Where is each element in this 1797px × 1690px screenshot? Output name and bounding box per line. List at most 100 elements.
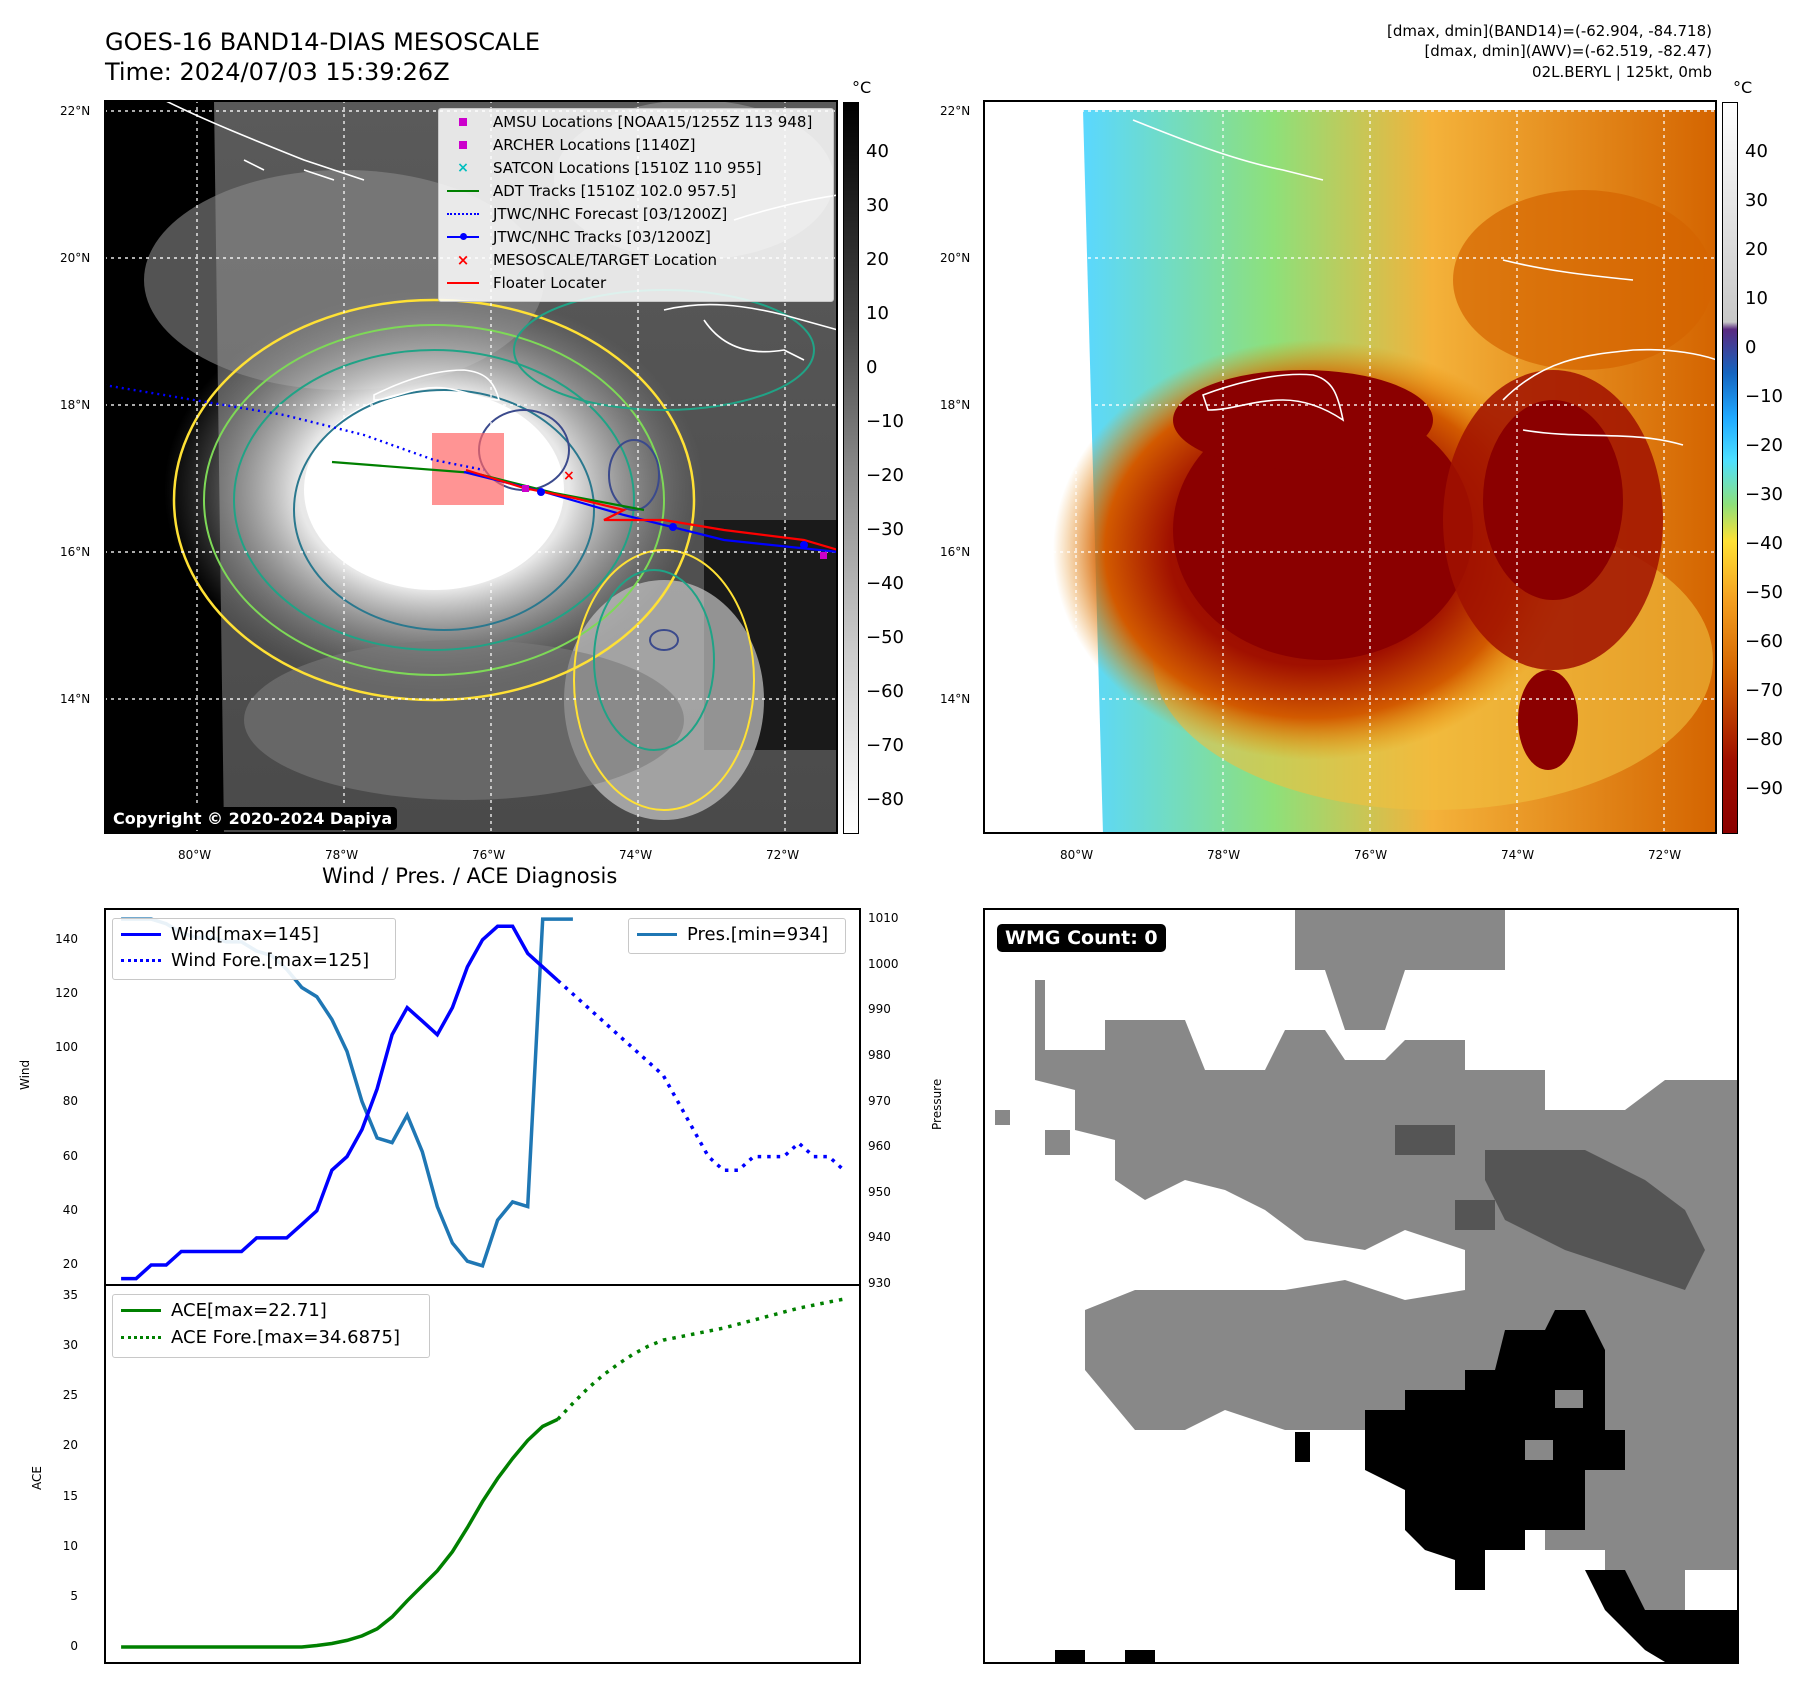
figure-time: Time: 2024/07/03 15:39:26Z [105,58,450,86]
ir-map-panel: × AMSU Locations [NOAA15/1255Z 113 948] … [104,100,838,834]
wind-axis-tick: 100 [55,1040,78,1055]
awv-colorbar-tick: −60 [1745,631,1783,652]
legend-pressure: Pres.[min=934] [637,924,828,945]
awv-colorbar-tick: 20 [1745,239,1768,260]
ir-lat-label: 22°N [60,104,91,118]
pressure-axis-tick: 970 [868,1093,891,1108]
diagnosis-panel [104,908,861,1664]
info-band14-range: [dmax, dmin](BAND14)=(-62.904, -84.718) [1387,22,1712,40]
ace-axis-tick: 15 [62,1488,78,1503]
wind-axis-tick: 60 [62,1148,78,1163]
diagnosis-title: Wind / Pres. / ACE Diagnosis [322,864,618,888]
awv-colorbar-unit: °C [1733,78,1753,97]
awv-colorbar-tick: −50 [1745,582,1783,603]
legend-jtwc-tracks: JTWC/NHC Tracks [03/1200Z] [447,228,711,246]
pressure-legend: Pres.[min=934] [628,918,846,954]
info-awv-range: [dmax, dmin](AWV)=(-62.519, -82.47) [1424,42,1712,60]
awv-colorbar-tick: −40 [1745,533,1783,554]
copyright-badge: Copyright © 2020-2024 Dapiya [108,807,398,830]
awv-colorbar-tick: −20 [1745,435,1783,456]
ace-axis-tick: 30 [62,1338,78,1353]
awv-colorbar-tick: −80 [1745,729,1783,750]
ir-lat-label: 16°N [60,545,91,559]
pressure-axis-tick: 930 [868,1276,891,1290]
pressure-axis-tick: 950 [868,1184,891,1199]
pressure-axis-tick: 1010 [868,911,899,926]
awv-lon-label: 76°W [1354,848,1388,862]
map-legend: AMSU Locations [NOAA15/1255Z 113 948] AR… [438,108,834,302]
wind-axis-tick: 80 [62,1094,78,1109]
wind-axis-tick: 120 [55,986,78,1000]
awv-colorbar-tick: 30 [1745,190,1768,211]
ir-lat-label: 14°N [60,692,91,706]
awv-colorbar-tick: −30 [1745,484,1783,505]
diagnosis-divider [106,1284,859,1286]
awv-colorbar-tick: −10 [1745,386,1783,407]
awv-lon-label: 72°W [1648,848,1682,862]
pressure-axis-tick: 980 [868,1047,891,1062]
ace-series-line [121,1417,559,1649]
awv-map-image [985,102,1715,832]
legend-ace: ACE[max=22.71] [121,1300,327,1321]
pressure-axis-tick: 990 [868,1002,891,1017]
awv-lat-label: 16°N [940,545,971,559]
ir-colorbar-tick: −10 [866,411,904,432]
legend-archer: ARCHER Locations [1140Z] [447,136,696,154]
awv-colorbar-tick: −70 [1745,680,1783,701]
ir-lat-label: 20°N [60,251,91,265]
ir-colorbar-tick: 0 [866,357,878,378]
ace-legend: ACE[max=22.71] ACE Fore.[max=34.6875] [112,1294,430,1358]
ir-colorbar-tick: −20 [866,465,904,486]
ace-axis-tick: 0 [70,1638,78,1653]
wind-series-line [121,924,559,1281]
ir-colorbar-tick: 20 [866,249,889,270]
pressure-axis-tick: 960 [868,1139,891,1154]
wmg-image [995,910,1737,1662]
awv-colorbar-tick: 40 [1745,141,1768,162]
legend-amsu: AMSU Locations [NOAA15/1255Z 113 948] [447,113,812,131]
ace-axis-tick: 25 [62,1388,78,1403]
ir-lon-label: 74°W [619,848,653,862]
ir-colorbar-tick: −80 [866,789,904,810]
ace-plot [121,1297,845,1649]
ir-colorbar-tick: −60 [866,681,904,702]
legend-ace-fore: ACE Fore.[max=34.6875] [121,1327,400,1348]
wind-axis-tick: 20 [62,1257,78,1272]
ir-colorbar [843,102,859,834]
awv-colorbar-tick: −90 [1745,778,1783,799]
ir-colorbar-tick: −50 [866,627,904,648]
ir-colorbar-tick: −40 [866,573,904,594]
legend-adt: ADT Tracks [1510Z 102.0 957.5] [447,182,736,200]
awv-lat-label: 20°N [940,251,971,265]
awv-map-panel [983,100,1717,834]
legend-floater: Floater Locater [447,274,606,292]
ir-colorbar-unit: °C [852,78,872,97]
awv-lon-label: 74°W [1501,848,1535,862]
ir-colorbar-tick: 10 [866,303,889,324]
awv-lat-label: 22°N [940,104,971,118]
legend-wind: Wind[max=145] [121,924,319,945]
awv-lon-label: 80°W [1060,848,1094,862]
awv-colorbar [1722,102,1738,834]
svg-text:×: × [563,468,575,484]
pressure-axis-tick: 1000 [868,956,899,971]
ir-lon-label: 80°W [178,848,212,862]
legend-mesoscale-target: × MESOSCALE/TARGET Location [456,251,718,269]
ir-lon-label: 78°W [325,848,359,862]
awv-lon-label: 78°W [1207,848,1241,862]
ir-lat-label: 18°N [60,398,91,412]
legend-satcon: × SATCON Locations [1510Z 110 955] [457,159,762,177]
wmg-count-badge: WMG Count: 0 [997,924,1166,952]
info-storm: 02L.BERYL | 125kt, 0mb [1532,63,1712,81]
ace-axis-tick: 10 [62,1538,78,1553]
ir-colorbar-tick: 30 [866,195,889,216]
pressure-axis-tick: 940 [868,1230,891,1245]
legend-jtwc-forecast: JTWC/NHC Forecast [03/1200Z] [447,205,727,223]
ir-colorbar-tick: −70 [866,735,904,756]
awv-lat-label: 14°N [940,692,971,706]
awv-colorbar-tick: 10 [1745,288,1768,309]
ace-axis-tick: 35 [62,1288,78,1303]
wind-axis-tick: 40 [62,1202,78,1217]
wind-axis-label: Wind [18,1059,32,1090]
legend-wind-fore: Wind Fore.[max=125] [121,950,369,971]
